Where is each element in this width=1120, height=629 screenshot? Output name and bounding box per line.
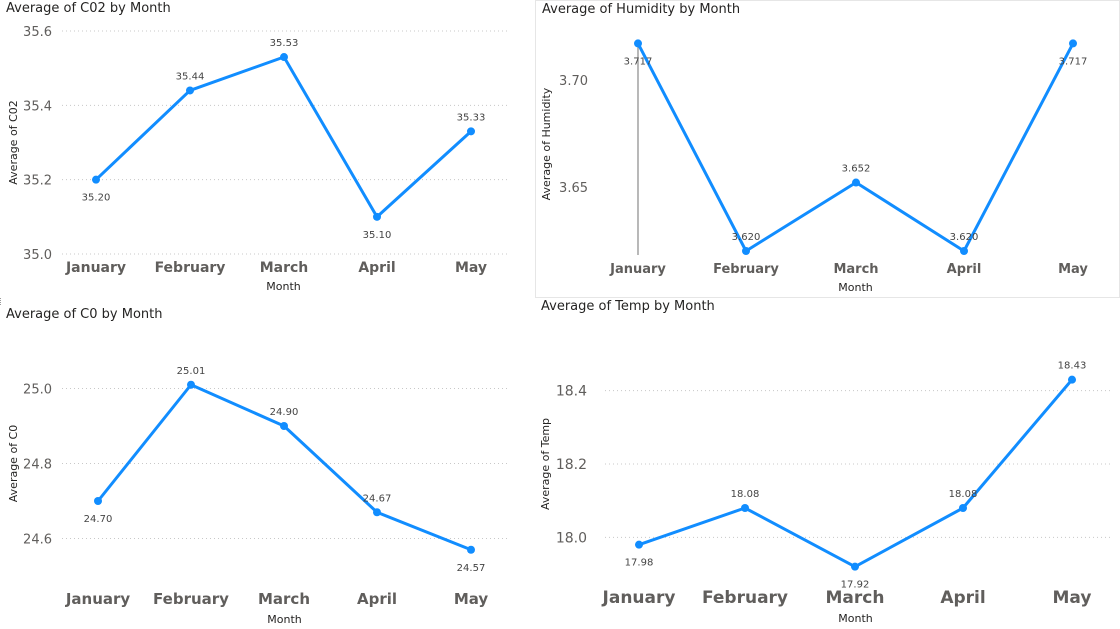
y-axis-title: Average of C02 [7, 100, 20, 184]
x-tick-label: February [153, 590, 229, 608]
x-tick-label: February [155, 260, 226, 276]
x-tick-label: January [65, 260, 126, 276]
y-tick-label: 25.0 [23, 383, 52, 398]
y-tick-label: 3.65 [559, 181, 588, 196]
x-tick-label: May [455, 260, 487, 276]
data-label: 35.53 [270, 38, 299, 49]
x-tick-label: January [609, 262, 666, 277]
chart-humidity-by-month[interactable]: 3.65 3.70 January February March April May Mont… [535, 0, 1120, 298]
data-label: 24.57 [457, 563, 486, 574]
x-tick-label: February [713, 262, 779, 277]
data-label: 25.01 [177, 366, 206, 377]
y-tick-label: 35.2 [23, 174, 52, 189]
series-line[interactable] [94, 55, 473, 219]
data-label: 17.92 [841, 580, 870, 591]
y-axis-title: Average of Temp [539, 418, 552, 510]
data-label: 3.620 [950, 232, 979, 243]
data-point[interactable] [280, 422, 288, 430]
x-tick-label: May [1053, 588, 1092, 608]
x-tick-label: April [947, 262, 982, 277]
x-axis-title: Month [838, 281, 873, 294]
data-label: 18.08 [949, 489, 978, 500]
chart-co-svg: 24.6 24.8 25.0 January February March April May… [7, 366, 508, 626]
x-tick-label: April [357, 590, 397, 608]
chart-title: Average of C02 by Month [6, 1, 171, 16]
chart-co2-by-month[interactable]: 35.0 35.2 35.4 35.6 January February March Apri… [0, 0, 520, 298]
x-tick-label: March [826, 588, 885, 608]
y-tick-label: 18.0 [556, 530, 587, 546]
x-tick-label: March [833, 262, 878, 277]
data-point[interactable] [1069, 39, 1077, 48]
data-label: 35.20 [82, 193, 111, 204]
data-point[interactable] [959, 504, 967, 512]
x-tick-label: May [1058, 262, 1088, 277]
chart-co2-svg: 35.0 35.2 35.4 35.6 January February March Apri… [7, 25, 508, 293]
data-label: 3.717 [624, 56, 653, 67]
data-label: 24.70 [84, 514, 113, 525]
x-tick-label: March [258, 590, 310, 608]
data-point[interactable] [467, 127, 475, 136]
data-label: 3.717 [1059, 56, 1088, 67]
data-label: 3.620 [732, 232, 761, 243]
data-point[interactable] [373, 212, 381, 221]
x-tick-label: May [454, 590, 489, 608]
data-label: 18.43 [1058, 361, 1087, 372]
series-line[interactable] [636, 41, 1075, 253]
data-point[interactable] [741, 504, 749, 512]
x-axis-title: Month [838, 612, 873, 625]
data-label: 24.67 [363, 493, 392, 504]
y-tick-label: 3.70 [559, 74, 588, 89]
data-point[interactable] [960, 247, 968, 255]
chart-title: Average of Temp by Month [541, 299, 715, 314]
chart-co-by-month[interactable]: 24.6 24.8 25.0 January February March April May… [0, 306, 520, 629]
data-point[interactable] [467, 545, 475, 554]
data-point[interactable] [92, 175, 100, 184]
y-tick-label: 35.4 [23, 99, 52, 114]
data-label: 18.08 [731, 489, 760, 500]
data-point[interactable] [187, 380, 195, 389]
data-point[interactable] [634, 39, 642, 48]
chart-title: Average of C0 by Month [6, 307, 163, 322]
y-tick-label: 24.6 [23, 533, 52, 548]
x-tick-label: January [602, 588, 676, 608]
y-tick-label: 18.2 [556, 457, 587, 473]
chart-humidity-svg: 3.65 3.70 January February March April May Mont… [540, 39, 1088, 294]
y-axis-title: Average of C0 [7, 425, 20, 502]
series-line[interactable] [637, 378, 1074, 569]
data-point[interactable] [851, 562, 859, 571]
data-label: 24.90 [270, 407, 299, 418]
data-point[interactable] [373, 508, 381, 517]
chart-title: Average of Humidity by Month [542, 2, 741, 17]
y-tick-label: 35.0 [23, 248, 52, 263]
data-point[interactable] [94, 497, 102, 505]
data-label: 35.33 [457, 112, 486, 123]
x-tick-label: March [260, 260, 309, 276]
y-tick-label: 24.8 [23, 458, 52, 473]
data-label: 35.10 [363, 230, 392, 241]
x-tick-label: February [702, 588, 788, 608]
y-tick-label: 35.6 [23, 25, 52, 40]
chart-temp-svg: 18.0 18.2 18.4 January February March April May… [539, 361, 1110, 625]
data-point[interactable] [852, 178, 860, 187]
data-label: 35.44 [176, 71, 205, 82]
x-axis-title: Month [267, 613, 302, 626]
x-tick-label: April [940, 588, 985, 608]
data-point[interactable] [1068, 375, 1076, 384]
y-tick-label: 18.4 [556, 384, 587, 400]
x-axis-title: Month [266, 280, 301, 293]
data-label: 3.652 [842, 164, 871, 175]
data-label: 17.98 [625, 558, 654, 569]
data-point[interactable] [635, 540, 643, 549]
x-tick-label: April [358, 260, 395, 276]
chart-temp-by-month[interactable]: 18.0 18.2 18.4 January February March April May… [535, 298, 1120, 629]
y-axis-title: Average of Humidity [540, 87, 553, 200]
data-point[interactable] [742, 247, 750, 255]
data-point[interactable] [186, 86, 194, 95]
data-point[interactable] [280, 53, 288, 62]
x-tick-label: January [65, 590, 131, 608]
